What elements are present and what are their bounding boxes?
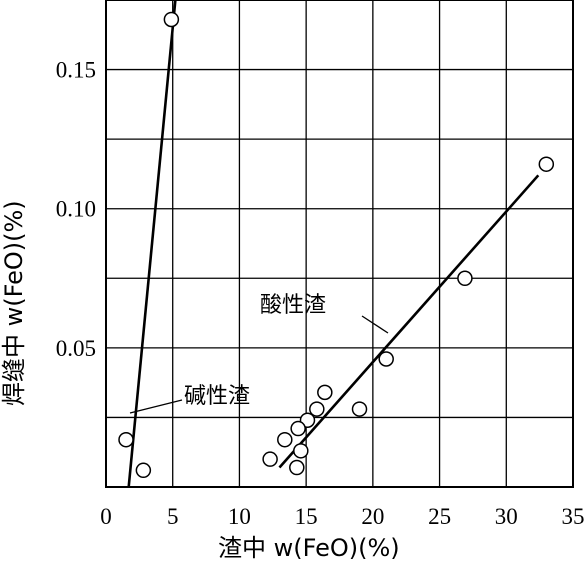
x-tick-label: 30: [495, 504, 518, 529]
acid-slag-point: [317, 384, 333, 401]
x-tick-label: 0: [100, 504, 112, 529]
x-tick-label: 15: [295, 504, 318, 529]
y-tick-label: 0.15: [56, 58, 96, 83]
basic-slag-annotation: 碱性渣: [184, 384, 250, 409]
acid-slag-point: [378, 351, 394, 367]
acid-slag-point: [351, 401, 368, 417]
x-tick-label: 25: [428, 504, 451, 529]
basic-slag-fit-line: [127, 0, 177, 488]
acid-slag-point: [457, 270, 473, 287]
acid-slag-annotation: 酸性渣: [260, 293, 326, 318]
acid-slag-point: [290, 420, 306, 437]
basic-slag-point: [163, 11, 180, 28]
x-tick-label: 20: [361, 504, 384, 529]
x-tick-label: 5: [167, 504, 179, 529]
tick-labels: 0 5 10 15 20 25 30 35 0.05 0.10 0.15: [56, 58, 585, 529]
annotations: 酸性渣 碱性渣: [129, 293, 389, 414]
acid-slag-point: [309, 401, 325, 417]
acid-slag-point: [262, 451, 278, 467]
x-tick-label: 35: [562, 504, 585, 529]
acid-slag-leader-line: [361, 315, 389, 334]
plot-frame: [105, 0, 574, 488]
basic-slag-point: [135, 462, 152, 479]
acid-slag-fit-line: [278, 174, 540, 469]
acid-slag-point: [277, 431, 293, 448]
x-axis-label: 渣中 w(FeO)(%): [218, 534, 400, 562]
x-tick-label: 10: [228, 504, 251, 529]
acid-slag-point: [538, 156, 555, 172]
y-tick-label: 0.10: [56, 197, 96, 222]
fit-lines: [127, 0, 540, 488]
y-tick-label: 0.05: [56, 336, 96, 361]
acid-slag-point: [293, 443, 309, 459]
grid-lines: [106, 0, 573, 487]
basic-slag-point: [118, 431, 134, 448]
acid-slag-point: [289, 459, 305, 476]
basic-slag-leader-line: [129, 399, 183, 414]
data-points: [118, 11, 555, 479]
y-axis-label: 焊缝中 w(FeO)(%): [0, 200, 28, 406]
